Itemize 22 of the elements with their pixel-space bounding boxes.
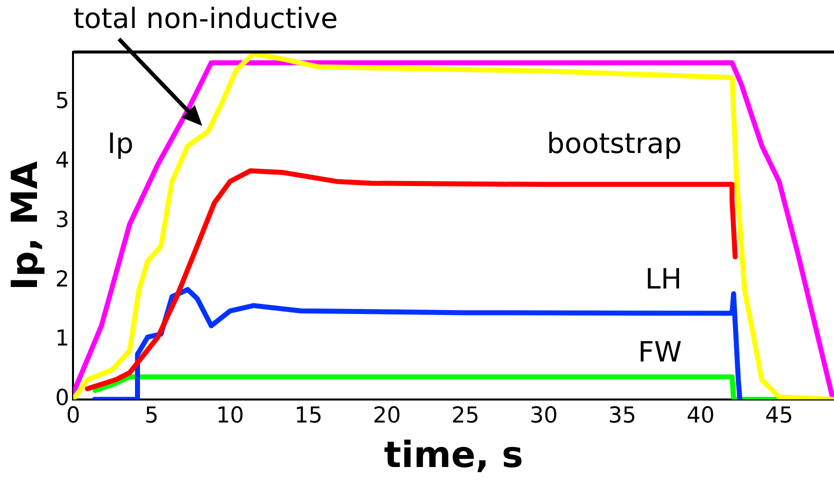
x-tick-label: 20 xyxy=(372,403,401,428)
y-tick-label: 2 xyxy=(55,267,70,292)
y-tick-label: 1 xyxy=(55,326,70,352)
y-tick-label: 3 xyxy=(55,208,70,233)
x-tick-label: 15 xyxy=(294,403,322,428)
series-label: Ip xyxy=(107,127,134,160)
series-label: total non-inductive xyxy=(73,2,338,36)
series-label: FW xyxy=(638,336,682,369)
x-tick-label: 45 xyxy=(765,403,794,428)
series-label: LH xyxy=(645,262,682,296)
series-label: bootstrap xyxy=(546,127,682,160)
x-tick-label: 30 xyxy=(530,403,558,428)
y-tick-label: 0 xyxy=(55,386,70,412)
y-tick-label: 5 xyxy=(55,89,70,114)
y-axis-title: Ip, MA xyxy=(4,161,46,290)
x-tick-label: 5 xyxy=(144,403,159,428)
x-tick-label: 10 xyxy=(216,403,244,428)
x-tick-label: 35 xyxy=(608,403,636,428)
x-tick-label: 25 xyxy=(451,403,480,428)
x-tick-label: 40 xyxy=(686,403,715,428)
y-tick-label: 4 xyxy=(55,148,70,174)
x-axis-title: time, s xyxy=(384,434,524,476)
